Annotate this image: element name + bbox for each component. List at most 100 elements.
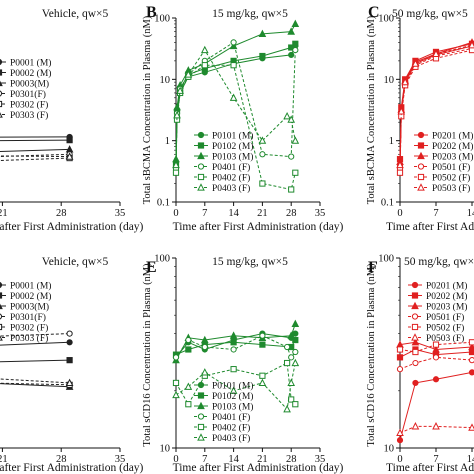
panel-d-legend-marker (0, 303, 3, 310)
panel-a-legend-marker (0, 90, 3, 97)
panel-c-data-point (396, 160, 404, 169)
panel-d-legend-label: P0001 (M) (10, 281, 51, 292)
panel-d-legend-item: P0302 (F) (0, 323, 48, 334)
panel-a-x-tick-label: 35 (115, 208, 126, 219)
panel-a-data-point (66, 137, 73, 144)
panel-a: Vehicle, qw×5 Time after First Administr… (0, 8, 144, 233)
panel-b-x-tick-label: 7 (202, 208, 207, 219)
panel-c-legend-item: P0203 (M) (414, 152, 473, 163)
panel-c-x-tick-label: 14 (467, 208, 474, 219)
panel-b-legend-label: P0101 (M) (212, 131, 253, 142)
panel-e-data-point (283, 359, 291, 367)
panel-e-series-line (175, 362, 296, 411)
panel-e-legend-item: P0403 (F) (194, 433, 250, 444)
panel-f-legend-label: P0503 (F) (426, 333, 464, 344)
panel-b-data-point (288, 51, 295, 59)
panel-f-series-line (399, 371, 474, 441)
panel-e-x-tick-label: 28 (286, 454, 297, 465)
panel-a-legend: P0001 (M)P0002 (M)P0003(M)P0301(F)P0302 … (0, 58, 51, 121)
panel-b-legend-item: P0403 (F) (194, 183, 250, 194)
panel-b-data-point (259, 151, 266, 158)
panel-f-data-point (432, 376, 440, 383)
panel-b-axes: 0 7 14 21 28 35 0.1 1 10 100 (154, 14, 325, 220)
panel-b-legend: P0101 (M)P0102 (M)P0103 (M)P0401 (F)P040… (194, 131, 253, 194)
panel-a-legend-label: P0301(F) (10, 89, 46, 100)
panel-c-data-point (397, 107, 406, 115)
panel-e-legend-marker (197, 413, 205, 420)
panel-b-legend-label: P0102 (M) (212, 141, 253, 152)
panel-e-data-point (200, 335, 209, 344)
panel-e-data-point (292, 336, 299, 344)
panel-c-legend-marker (417, 131, 425, 139)
panel-f-legend-marker (411, 323, 419, 331)
panel-c-data-point (432, 49, 440, 57)
panel-b-legend-marker (197, 183, 205, 191)
panel-a-series-line (0, 153, 70, 157)
panel-e-data-point (292, 330, 299, 337)
panel-a-xlabel: Time after First Administration (day) (0, 221, 144, 233)
panel-d-series-line (0, 383, 70, 388)
panel-b-data-point (200, 45, 209, 54)
panel-c-y-tick-label: 1 (389, 136, 394, 147)
panel-b-data-point (291, 136, 300, 144)
panel-b-y-tick-label: 1 (165, 136, 170, 147)
panel-f-series-4 (396, 354, 474, 373)
panel-b-data-point (259, 180, 266, 187)
panel-c-legend-label: P0201 (M) (432, 131, 473, 142)
panel-f-letter: F (368, 259, 378, 276)
panel-d-series-line (0, 341, 70, 346)
panel-f-series-1 (396, 369, 474, 444)
panel-e-axes: 0 7 14 21 28 35 10 100 (154, 254, 325, 466)
panel-a-legend-label: P0303 (F) (10, 110, 48, 121)
panel-e-series-6 (172, 358, 300, 413)
panel-f-series-line (399, 356, 474, 370)
panel-c-legend-item: P0202 (M) (414, 141, 473, 152)
panel-e-legend-label: P0401 (F) (212, 412, 250, 423)
panel-b-x-tick-label: 28 (286, 208, 297, 219)
panel-f-legend-marker (411, 281, 419, 289)
panel-f-x-tick-label: 14 (467, 454, 474, 465)
panel-e-legend-label: P0402 (F) (212, 423, 250, 434)
panel-f-data-point (412, 348, 419, 356)
panel-f-legend-marker (411, 292, 419, 299)
panel-b-series-6 (172, 45, 300, 169)
panel-f-y-tick-label: 100 (378, 254, 394, 265)
panel-e-series-5 (172, 359, 299, 408)
panel-e-data-point (184, 382, 193, 390)
panel-f-data-point (396, 346, 404, 353)
panel-e-legend-label: P0103 (M) (212, 402, 253, 413)
panel-f-data-point (468, 369, 474, 376)
panel-f-data-point (412, 359, 419, 367)
panel-e-letter: E (146, 259, 157, 276)
panel-f-data-point (432, 345, 440, 353)
panel-e-legend-item: P0102 (M) (194, 391, 253, 402)
panel-b-data-point (172, 169, 180, 176)
panel-a-legend-label: P0003(M) (10, 79, 49, 90)
panel-c-ylabel: Total sBCMA Concentration in Plasma (nM) (366, 15, 377, 204)
panel-f-legend-label: P0203 (M) (426, 302, 467, 313)
panel-b-xlabel: Time after First Administration (day) (173, 221, 344, 233)
panel-d-legend-label: P0003(M) (10, 302, 49, 313)
panel-f-legend-item: P0201 (M) (408, 281, 467, 292)
panel-d-series-6 (0, 378, 74, 387)
panel-b-legend-item: P0102 (M) (194, 141, 253, 152)
panel-b-legend-item: P0103 (M) (194, 152, 253, 163)
panel-a-data-point (65, 152, 74, 160)
panel-d-x-tick-label: 28 (56, 454, 67, 465)
panel-a-series-line (0, 148, 70, 152)
panel-f-series-5 (396, 339, 474, 356)
panel-f-legend-marker (411, 301, 419, 310)
panel-d-legend-marker (0, 323, 3, 331)
panel-f-series-6 (396, 422, 474, 437)
panel-c-y-tick-label: 0.1 (381, 198, 394, 209)
panel-e-legend-label: P0101 (M) (212, 381, 253, 392)
panel-a-x-tick-label: 28 (56, 208, 67, 219)
panel-b-x-tick-label: 0 (173, 208, 178, 219)
panel-a-series-6 (0, 152, 74, 160)
panel-b-data-point (229, 93, 238, 101)
panel-d-data-point (66, 330, 73, 337)
panel-b-data-point (291, 19, 300, 28)
panel-c-legend-marker (417, 163, 425, 170)
panel-e-x-tick-label: 0 (173, 454, 178, 465)
panel-b-legend-marker (197, 151, 205, 160)
